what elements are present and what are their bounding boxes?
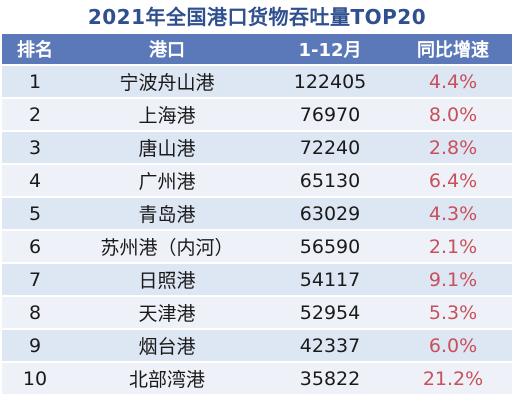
table-row: 1 宁波舟山港 122405 4.4% — [2, 65, 512, 99]
growth-cell: 6.4% — [394, 164, 512, 198]
table-body: 1 宁波舟山港 122405 4.4% 2 上海港 76970 8.0% 3 唐山港 72240 2.… — [2, 65, 512, 396]
value-cell: 56590 — [266, 230, 394, 264]
value-cell: 54117 — [266, 263, 394, 297]
rank-cell: 9 — [2, 329, 68, 363]
value-cell: 65130 — [266, 164, 394, 198]
table-row: 5 青岛港 63029 4.3% — [2, 197, 512, 231]
table-row: 2 上海港 76970 8.0% — [2, 98, 512, 132]
rank-cell: 6 — [2, 230, 68, 264]
table-row: 10 北部湾港 35822 21.2% — [2, 362, 512, 396]
port-cell: 广州港 — [68, 164, 266, 198]
rank-cell: 5 — [2, 197, 68, 231]
value-cell: 72240 — [266, 131, 394, 165]
growth-cell: 8.0% — [394, 98, 512, 132]
port-cell: 烟台港 — [68, 329, 266, 363]
table-row: 8 天津港 52954 5.3% — [2, 296, 512, 330]
header-row: 排名 港口 1-12月 同比增速 — [2, 34, 512, 66]
value-cell: 122405 — [266, 65, 394, 99]
header-growth: 同比增速 — [394, 34, 512, 66]
header-value: 1-12月 — [266, 34, 394, 66]
port-cell: 上海港 — [68, 98, 266, 132]
rank-cell: 10 — [2, 362, 68, 396]
value-cell: 42337 — [266, 329, 394, 363]
rank-cell: 4 — [2, 164, 68, 198]
growth-cell: 6.0% — [394, 329, 512, 363]
growth-cell: 5.3% — [394, 296, 512, 330]
growth-cell: 2.8% — [394, 131, 512, 165]
port-cell: 日照港 — [68, 263, 266, 297]
value-cell: 76970 — [266, 98, 394, 132]
port-cell: 天津港 — [68, 296, 266, 330]
table-row: 7 日照港 54117 9.1% — [2, 263, 512, 297]
rank-cell: 1 — [2, 65, 68, 99]
growth-cell: 4.4% — [394, 65, 512, 99]
port-cell: 宁波舟山港 — [68, 65, 266, 99]
table-row: 9 烟台港 42337 6.0% — [2, 329, 512, 363]
port-throughput-table: 排名 港口 1-12月 同比增速 1 宁波舟山港 122405 4.4% 2 上海港 769… — [2, 34, 512, 396]
table-header: 排名 港口 1-12月 同比增速 — [2, 34, 512, 66]
value-cell: 63029 — [266, 197, 394, 231]
rank-cell: 3 — [2, 131, 68, 165]
value-cell: 52954 — [266, 296, 394, 330]
growth-cell: 9.1% — [394, 263, 512, 297]
port-cell: 北部湾港 — [68, 362, 266, 396]
growth-cell: 4.3% — [394, 197, 512, 231]
table-row: 6 苏州港（内河） 56590 2.1% — [2, 230, 512, 264]
port-cell: 苏州港（内河） — [68, 230, 266, 264]
growth-cell: 2.1% — [394, 230, 512, 264]
header-port: 港口 — [68, 34, 266, 66]
value-cell: 35822 — [266, 362, 394, 396]
header-rank: 排名 — [2, 34, 68, 66]
table-row: 3 唐山港 72240 2.8% — [2, 131, 512, 165]
port-cell: 青岛港 — [68, 197, 266, 231]
port-cell: 唐山港 — [68, 131, 266, 165]
table-row: 4 广州港 65130 6.4% — [2, 164, 512, 198]
rank-cell: 7 — [2, 263, 68, 297]
growth-cell: 21.2% — [394, 362, 512, 396]
table-title: 2021年全国港口货物吞吐量TOP20 — [87, 5, 427, 29]
rank-cell: 2 — [2, 98, 68, 132]
rank-cell: 8 — [2, 296, 68, 330]
